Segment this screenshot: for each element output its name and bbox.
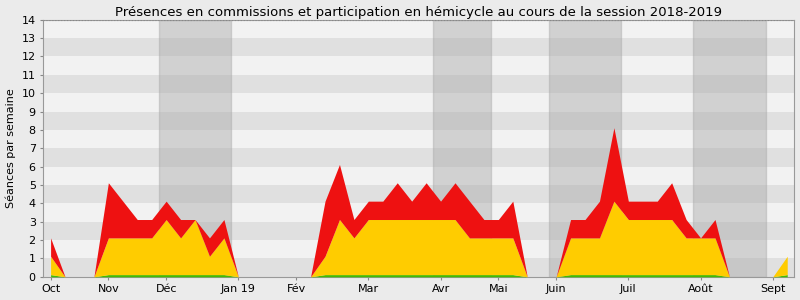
Title: Présences en commissions et participation en hémicycle au cours de la session 20: Présences en commissions et participatio… <box>115 6 722 19</box>
Bar <box>43 258 794 277</box>
Bar <box>43 56 794 75</box>
Bar <box>694 20 766 277</box>
Bar <box>43 148 794 166</box>
Bar <box>43 112 794 130</box>
Bar <box>43 240 794 258</box>
Bar <box>43 130 794 148</box>
Bar <box>43 20 794 38</box>
Bar <box>43 185 794 203</box>
Bar <box>43 75 794 93</box>
Bar <box>43 222 794 240</box>
Bar <box>549 20 621 277</box>
Bar <box>43 38 794 56</box>
Bar <box>43 167 794 185</box>
Bar <box>159 20 231 277</box>
Bar <box>434 20 491 277</box>
Bar <box>43 93 794 112</box>
Bar <box>43 203 794 222</box>
Y-axis label: Séances par semaine: Séances par semaine <box>6 88 16 208</box>
